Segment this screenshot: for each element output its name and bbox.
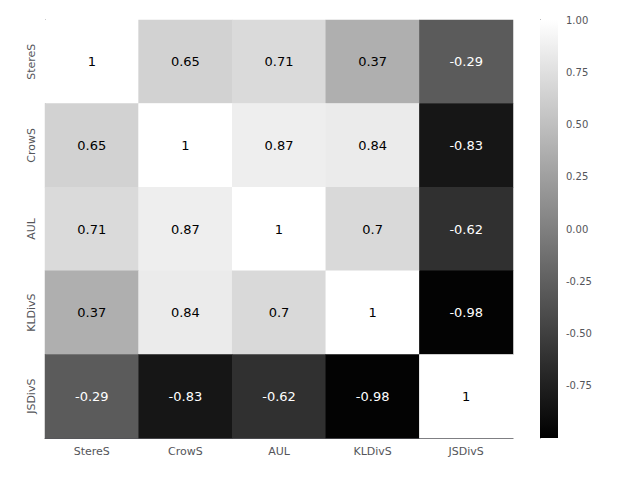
svg-text:0.87: 0.87 bbox=[171, 222, 200, 237]
svg-text:-0.25: -0.25 bbox=[566, 276, 592, 287]
svg-text:-0.62: -0.62 bbox=[449, 222, 483, 237]
svg-text:0.25: 0.25 bbox=[566, 171, 588, 182]
svg-text:JSDivS: JSDivS bbox=[25, 379, 38, 415]
svg-text:-0.50: -0.50 bbox=[566, 328, 592, 339]
svg-text:0.65: 0.65 bbox=[171, 54, 200, 69]
svg-text:-0.83: -0.83 bbox=[169, 389, 203, 404]
svg-text:StereS: StereS bbox=[25, 44, 38, 80]
svg-text:0.7: 0.7 bbox=[269, 305, 290, 320]
svg-text:AUL: AUL bbox=[268, 445, 291, 458]
svg-text:0.00: 0.00 bbox=[566, 224, 588, 235]
svg-text:0.84: 0.84 bbox=[358, 138, 387, 153]
svg-text:-0.98: -0.98 bbox=[356, 389, 390, 404]
svg-text:1: 1 bbox=[462, 389, 470, 404]
svg-text:CrowS: CrowS bbox=[168, 445, 203, 458]
svg-text:0.75: 0.75 bbox=[566, 67, 588, 78]
svg-text:-0.62: -0.62 bbox=[262, 389, 296, 404]
svg-text:0.7: 0.7 bbox=[362, 222, 383, 237]
svg-text:1: 1 bbox=[275, 222, 283, 237]
svg-text:0.50: 0.50 bbox=[566, 119, 588, 130]
svg-text:-0.83: -0.83 bbox=[449, 138, 483, 153]
svg-text:JSDivS: JSDivS bbox=[448, 445, 484, 458]
svg-text:1: 1 bbox=[368, 305, 376, 320]
svg-text:-0.98: -0.98 bbox=[449, 305, 483, 320]
svg-text:0.65: 0.65 bbox=[77, 138, 106, 153]
svg-text:-0.29: -0.29 bbox=[449, 54, 483, 69]
svg-text:-0.29: -0.29 bbox=[75, 389, 109, 404]
svg-text:0.37: 0.37 bbox=[77, 305, 106, 320]
svg-text:KLDivS: KLDivS bbox=[353, 445, 391, 458]
svg-text:StereS: StereS bbox=[74, 445, 110, 458]
svg-text:-0.75: -0.75 bbox=[566, 380, 592, 391]
svg-text:CrowS: CrowS bbox=[25, 128, 38, 163]
svg-text:0.71: 0.71 bbox=[77, 222, 106, 237]
svg-text:1: 1 bbox=[88, 54, 96, 69]
svg-text:0.37: 0.37 bbox=[358, 54, 387, 69]
svg-text:0.71: 0.71 bbox=[265, 54, 294, 69]
svg-text:AUL: AUL bbox=[25, 217, 38, 240]
svg-text:1: 1 bbox=[181, 138, 189, 153]
svg-text:0.84: 0.84 bbox=[171, 305, 200, 320]
svg-text:KLDivS: KLDivS bbox=[25, 293, 38, 331]
svg-text:0.87: 0.87 bbox=[265, 138, 294, 153]
svg-text:1.00: 1.00 bbox=[566, 15, 588, 26]
